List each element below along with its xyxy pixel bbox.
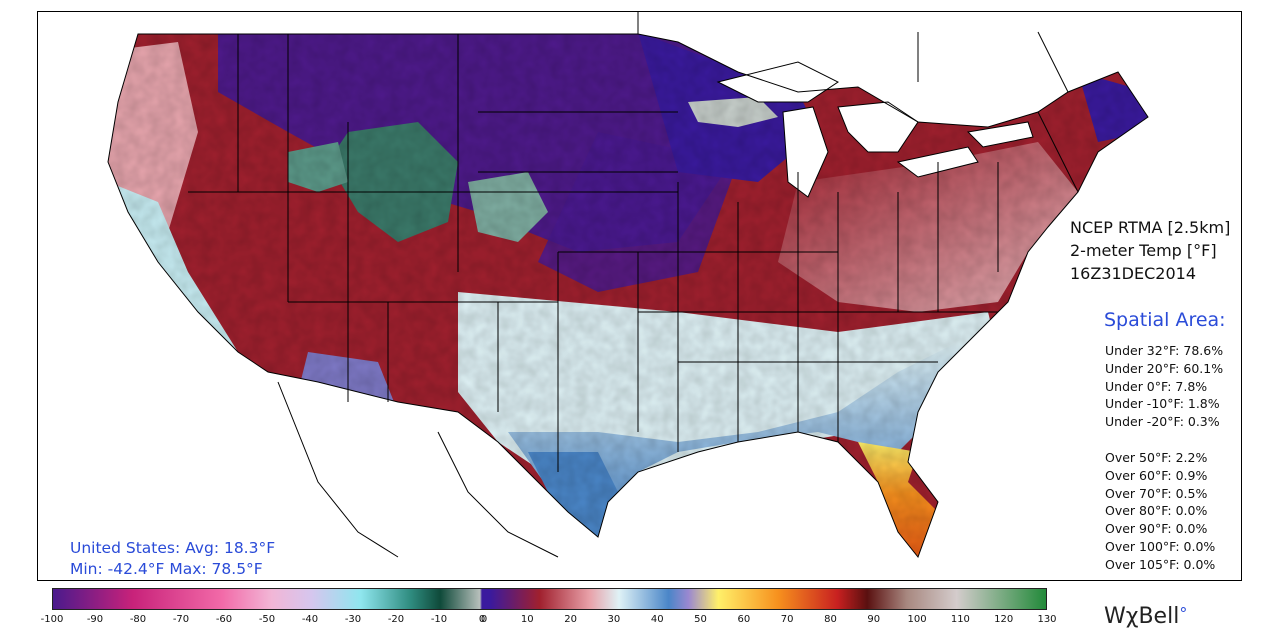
colorbar-tick-label: 110: [950, 614, 970, 625]
colorbar-tick-label: -50: [258, 614, 276, 625]
colorbar-tick-label: 90: [867, 614, 881, 625]
spacer: [1105, 431, 1223, 449]
over-stat: Over 60°F: 0.9%: [1105, 467, 1208, 483]
under-stat: Under 32°F: 78.6%: [1105, 343, 1224, 358]
colorbar-tick-label: 30: [607, 614, 621, 625]
variable-name: 2-meter Temp [°F]: [1070, 241, 1217, 260]
spatial-area-list: Under 32°F: 78.6% Under 20°F: 60.1% Unde…: [1105, 342, 1223, 574]
colorbar-tick-label: 130: [1037, 614, 1057, 625]
colorbar-tick-label: -80: [129, 614, 147, 625]
spatial-area-title: Spatial Area:: [1104, 309, 1226, 331]
over-stat: Over 80°F: 0.0%: [1105, 503, 1208, 519]
over-stat: Over 70°F: 0.5%: [1105, 485, 1208, 501]
model-info: NCEP RTMA [2.5km] 2-meter Temp [°F] 16Z3…: [1070, 216, 1230, 285]
brand-mark: °: [1179, 604, 1188, 623]
colorbar-tick-label: -10: [430, 614, 448, 625]
under-stat: Under -10°F: 1.8%: [1105, 396, 1220, 412]
colorbar-tick-label: -90: [86, 614, 104, 625]
colorbar-tick-label: -60: [215, 614, 233, 625]
over-stat: Over 105°F: 0.0%: [1105, 556, 1216, 572]
colorbar-tick-label: 60: [737, 614, 751, 625]
over-stat: Over 100°F: 0.0%: [1105, 538, 1216, 554]
us-average: United States: Avg: 18.3°F: [70, 539, 276, 557]
valid-time: 16Z31DEC2014: [1070, 264, 1196, 283]
over-stat: Over 50°F: 2.2%: [1105, 449, 1208, 465]
model-name: NCEP RTMA [2.5km]: [1070, 218, 1231, 237]
colorbar-tick-label: 0: [480, 614, 488, 625]
colorbar-tick-label: 20: [564, 614, 577, 625]
colorbar-ticks: -100 -90 -80 -70 -60 -50 -40 -30 -20 -10 0 0 10 20 30 4…: [41, 614, 1057, 628]
under-stat: Under 20°F: 60.1%: [1105, 360, 1224, 376]
colorbar-tick-label: -100: [40, 614, 64, 625]
us-stats: United States: Avg: 18.3°F Min: -42.4°F …: [70, 538, 275, 580]
over-stat: Over 90°F: 0.0%: [1105, 521, 1208, 537]
colorbar-tick-label: 70: [780, 614, 794, 625]
us-min-max: Min: -42.4°F Max: 78.5°F: [70, 560, 263, 578]
borders: [107, 12, 1149, 558]
colorbar: [52, 588, 1047, 610]
under-stat: Under -20°F: 0.3%: [1105, 414, 1220, 430]
colorbar-tick-label: 40: [650, 614, 664, 625]
under-stat: Under 0°F: 7.8%: [1105, 378, 1208, 394]
temperature-map: [37, 11, 1242, 581]
colorbar-tick-label: -40: [301, 614, 319, 625]
us-temperature-map-svg: [38, 12, 1241, 580]
colorbar-tick-label: -20: [387, 614, 405, 625]
colorbar-tick-label: 120: [994, 614, 1014, 625]
colorbar-tick-label: 50: [694, 614, 707, 625]
colorbar-tick-label: 100: [907, 614, 927, 625]
brand-logo: WχBell°: [1104, 604, 1187, 629]
great-lakes: [716, 61, 1034, 198]
colorbar-tick-label: 0: [478, 614, 486, 625]
colorbar-tick-label: -70: [172, 614, 190, 625]
colorbar-tick-label: 10: [520, 614, 534, 625]
colorbar-tick-label: -30: [344, 614, 362, 625]
brand-name: WχBell: [1104, 604, 1180, 629]
colorbar-tick-label: 80: [824, 614, 837, 625]
